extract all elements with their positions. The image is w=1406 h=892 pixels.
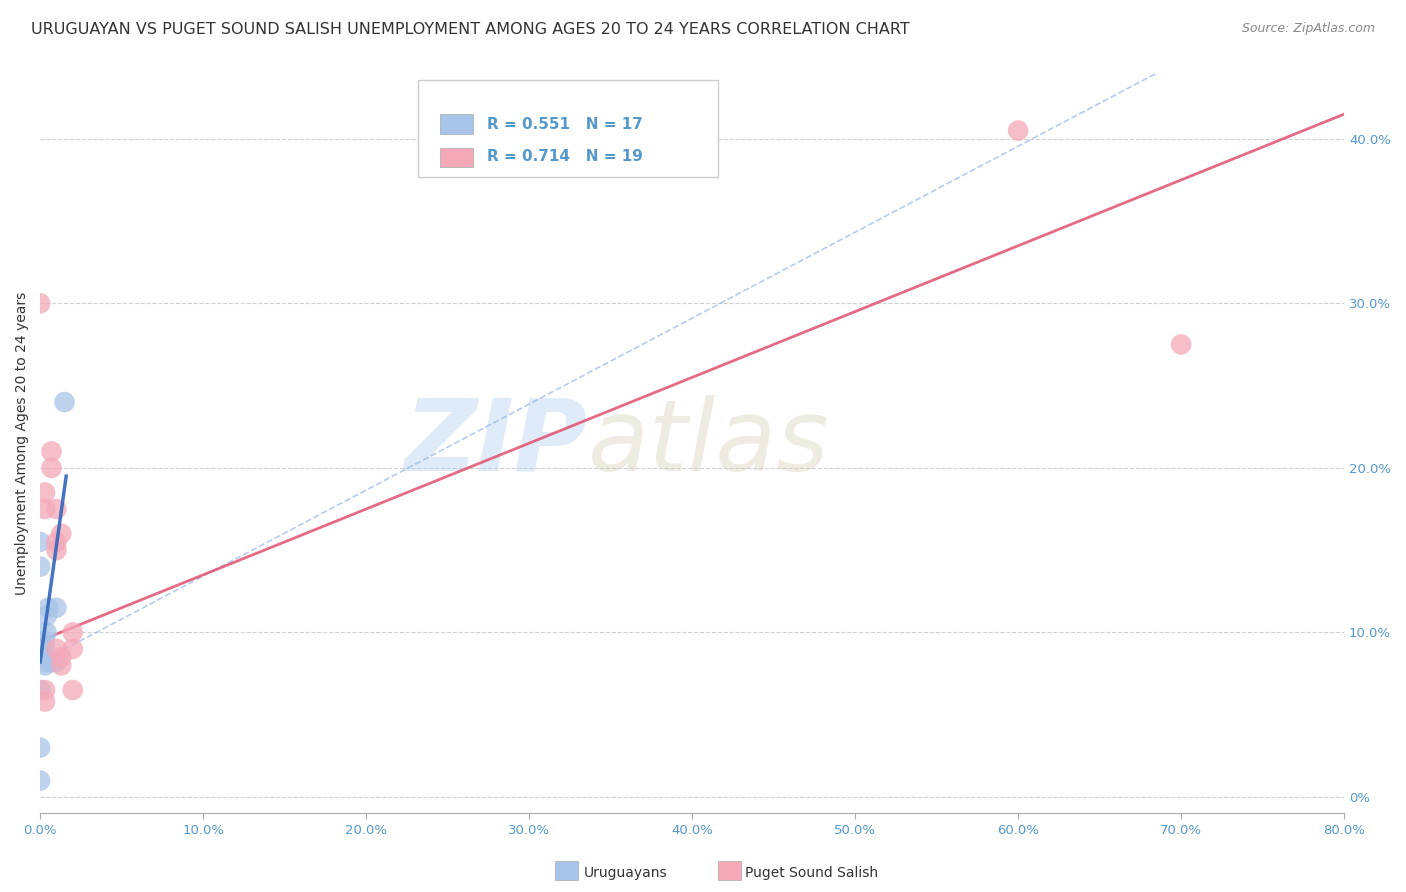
Bar: [440, 147, 472, 167]
Point: [35, 609, 58, 624]
Text: URUGUAYAN VS PUGET SOUND SALISH UNEMPLOYMENT AMONG AGES 20 TO 24 YEARS CORRELATI: URUGUAYAN VS PUGET SOUND SALISH UNEMPLOY…: [31, 22, 910, 37]
Point: [45, 655, 67, 669]
Point: [34, 650, 56, 665]
Point: [30, 535, 52, 549]
Point: [34, 658, 56, 673]
Point: [51, 658, 73, 673]
Point: [30, 296, 52, 310]
Point: [45, 543, 67, 558]
Point: [34, 633, 56, 648]
Point: [62, 625, 84, 640]
Text: ZIP: ZIP: [405, 395, 588, 491]
Text: Uruguayans: Uruguayans: [583, 866, 666, 880]
Point: [45, 600, 67, 615]
Point: [51, 650, 73, 665]
Point: [45, 641, 67, 656]
Text: R = 0.714   N = 19: R = 0.714 N = 19: [488, 149, 644, 164]
Point: [34, 683, 56, 698]
Point: [34, 655, 56, 669]
Y-axis label: Unemployment Among Ages 20 to 24 years: Unemployment Among Ages 20 to 24 years: [15, 292, 30, 595]
Point: [62, 683, 84, 698]
Point: [34, 485, 56, 500]
Point: [34, 694, 56, 708]
Point: [41, 655, 63, 669]
Text: atlas: atlas: [588, 395, 830, 491]
Point: [30, 740, 52, 755]
Point: [1007, 123, 1029, 137]
Point: [34, 502, 56, 516]
Point: [62, 641, 84, 656]
Point: [41, 461, 63, 475]
Point: [45, 535, 67, 549]
Text: R = 0.551   N = 17: R = 0.551 N = 17: [488, 118, 644, 132]
Text: Source: ZipAtlas.com: Source: ZipAtlas.com: [1241, 22, 1375, 36]
Point: [45, 502, 67, 516]
Point: [30, 559, 52, 574]
Point: [1170, 337, 1192, 351]
Point: [34, 641, 56, 656]
Point: [53, 395, 76, 409]
Point: [51, 526, 73, 541]
FancyBboxPatch shape: [418, 80, 718, 177]
Point: [30, 683, 52, 698]
Bar: [440, 114, 472, 134]
Point: [37, 600, 59, 615]
Point: [30, 773, 52, 788]
Text: Puget Sound Salish: Puget Sound Salish: [745, 866, 879, 880]
Point: [35, 625, 58, 640]
Point: [41, 444, 63, 458]
